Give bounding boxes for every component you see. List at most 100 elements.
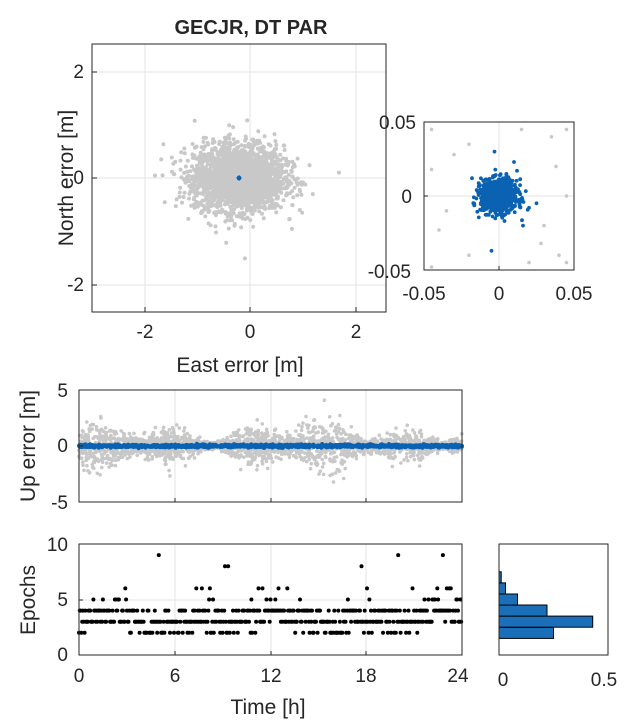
float-point [194, 179, 199, 184]
float-point [467, 142, 471, 146]
float-point [190, 142, 195, 146]
float-point [299, 457, 304, 462]
float-point [337, 469, 342, 474]
float-point [452, 152, 456, 157]
float-point [227, 146, 232, 151]
float-point [179, 150, 184, 155]
float-point [253, 152, 258, 157]
float-point [192, 190, 197, 195]
float-point [203, 178, 208, 183]
float-point [239, 168, 244, 173]
fixed-point [500, 182, 505, 186]
en-y-tick-label: -2 [67, 275, 84, 296]
float-point [301, 421, 305, 425]
float-point [226, 226, 231, 231]
fixed-point [487, 197, 492, 202]
float-point [164, 462, 168, 467]
float-point [312, 418, 317, 422]
float-point [171, 457, 175, 462]
en-x-tick-label: 0 [245, 322, 256, 343]
fixed-point [476, 215, 481, 220]
fixed-point [518, 183, 522, 188]
float-point [206, 181, 211, 186]
float-point [232, 223, 237, 228]
fixed-point [487, 183, 491, 188]
fixed-point [512, 160, 516, 164]
float-point [219, 163, 224, 168]
float-point [182, 429, 186, 433]
float-point [444, 209, 449, 213]
float-point [542, 223, 546, 228]
float-point [219, 198, 224, 203]
float-point [214, 202, 219, 207]
float-point [178, 185, 183, 190]
float-point [239, 206, 244, 210]
float-point [220, 207, 225, 212]
float-point [295, 176, 300, 181]
fixed-point [510, 178, 515, 183]
float-point [230, 156, 235, 160]
float-point [222, 142, 226, 146]
float-point [248, 218, 253, 223]
fixed-point [514, 178, 519, 183]
float-point [245, 426, 250, 430]
float-point [188, 169, 193, 174]
float-point [299, 182, 304, 187]
float-point [527, 260, 531, 265]
float-point [186, 456, 191, 461]
float-point [256, 129, 261, 134]
fixed-point [521, 223, 525, 228]
float-point [92, 466, 96, 471]
float-point [549, 135, 554, 139]
float-point [292, 177, 297, 182]
float-point [203, 214, 208, 219]
float-point [171, 161, 176, 166]
float-point [220, 154, 225, 159]
float-point [238, 172, 243, 176]
fixed-point [492, 186, 497, 190]
float-point [259, 200, 264, 205]
zoom-y-tick-label: 0 [401, 187, 412, 208]
fixed-point [492, 174, 497, 179]
float-point [178, 158, 183, 163]
float-point [192, 202, 197, 207]
float-point [214, 195, 219, 200]
float-point [236, 158, 241, 163]
float-point [265, 183, 270, 188]
float-point [231, 181, 236, 186]
fixed-point [497, 206, 501, 211]
float-point [223, 152, 228, 157]
float-point [260, 171, 265, 175]
float-point [228, 140, 232, 145]
float-point [273, 139, 278, 144]
float-point [274, 155, 279, 160]
float-point [167, 428, 172, 432]
float-point [212, 156, 217, 161]
float-point [185, 169, 190, 174]
float-point [429, 127, 434, 132]
float-point [295, 156, 300, 161]
float-point [225, 198, 230, 203]
float-point [272, 169, 276, 174]
float-point [260, 155, 265, 160]
float-point [196, 191, 201, 195]
float-point [242, 159, 247, 164]
float-point [261, 166, 266, 171]
fixed-point [236, 175, 242, 181]
float-point [226, 184, 231, 189]
float-point [253, 191, 258, 196]
float-point [317, 425, 322, 429]
float-point [161, 142, 166, 147]
float-point [253, 195, 258, 200]
float-point [238, 196, 243, 201]
float-point [201, 147, 206, 152]
fixed-point [503, 199, 507, 204]
float-point [233, 148, 238, 153]
float-point [429, 167, 434, 172]
float-point [182, 426, 187, 430]
float-point [153, 425, 158, 430]
float-point [208, 223, 213, 228]
float-point [250, 146, 255, 151]
float-point [257, 163, 262, 168]
float-point [246, 145, 251, 149]
